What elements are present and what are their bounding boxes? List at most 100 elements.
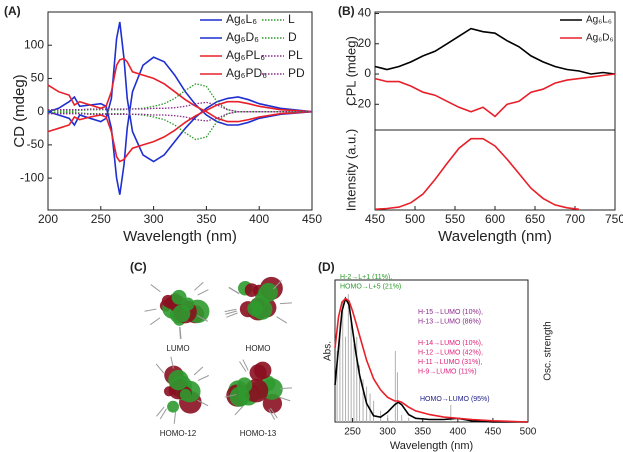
x-tick-label: 700 (565, 212, 585, 226)
ligand (150, 317, 161, 326)
ligand (279, 302, 292, 305)
x-axis-title: Wavelength (nm) (438, 228, 552, 245)
x-tick-label: 750 (605, 212, 623, 226)
series-line (48, 101, 312, 113)
orbital-lobe (250, 297, 266, 313)
x-tick-label: 600 (485, 212, 505, 226)
x-axis-title: Wavelength (nm) (123, 228, 237, 245)
series-line (374, 137, 580, 211)
x-tick-label: 250 (91, 212, 111, 226)
x-axis-title: Wavelength (nm) (390, 440, 473, 452)
orbital-lobe (167, 400, 180, 413)
ligand (225, 310, 237, 315)
orbital-lobe (249, 364, 267, 382)
x-tick-label: 300 (144, 212, 164, 226)
ligand (270, 407, 278, 419)
ligand (197, 375, 209, 382)
ligand (193, 366, 204, 376)
orbital-label: HOMO-13 (240, 429, 277, 438)
series-line (47, 100, 313, 163)
y-axis-title: Intensity (a.u.) (343, 129, 358, 211)
ligand (156, 406, 165, 417)
ligand (239, 361, 247, 372)
annotation: HOMO→LUMO (95%) (420, 396, 490, 403)
orbital-lobe (163, 386, 175, 397)
ligand (155, 363, 165, 374)
x-tick-label: 250 (344, 427, 361, 438)
series-line (47, 57, 313, 123)
legend-label: PL (288, 48, 303, 62)
x-tick-label: 450 (302, 212, 322, 226)
ligand (242, 359, 249, 371)
y-axis-title: CD (mdeg) (11, 74, 28, 147)
y-tick-label: 0 (364, 66, 371, 80)
ligand (278, 396, 291, 402)
ligand (179, 326, 182, 339)
y-tick-label: 0 (37, 104, 44, 118)
legend-label: Ag₆PD₆ (226, 66, 267, 80)
ligand (173, 411, 177, 424)
annotation: H-2→L+1 (11%), (340, 274, 392, 281)
ligand (279, 387, 292, 390)
y-tick-label: 100 (24, 37, 44, 51)
legend-label: Ag₆L₆ (586, 15, 612, 26)
annotation: H-14→LUMO (10%), (418, 340, 483, 347)
series-line (374, 73, 616, 118)
legend-label: Ag₆PL₆ (226, 48, 265, 62)
ligand (226, 312, 238, 318)
orbital-lobe (244, 283, 259, 297)
annotation: HOMO→L+5 (21%) (340, 283, 401, 290)
ligand (224, 308, 237, 313)
orbital-lobe (179, 388, 192, 401)
x-tick-label: 550 (445, 212, 465, 226)
plot-frame (47, 11, 313, 211)
series-line (47, 56, 313, 195)
series-line (334, 296, 528, 423)
y-tick-label: 20 (358, 36, 372, 50)
annotation: H-9→LUMO (11%) (418, 368, 477, 375)
ligand (268, 408, 276, 420)
x-tick-label: 400 (449, 427, 466, 438)
ligand (228, 286, 240, 294)
y-tick-label: -50 (27, 137, 45, 151)
x-tick-label: 650 (525, 212, 545, 226)
x-tick-label: 500 (520, 427, 537, 438)
y2-axis-title: Osc. strength (543, 321, 554, 380)
y-axis-title: Abs. (323, 341, 334, 361)
annotation: H-13→LUMO (86%) (418, 318, 481, 325)
y-tick-label: -100 (20, 170, 44, 184)
orbital-lobe (258, 282, 278, 302)
x-tick-label: 450 (365, 212, 385, 226)
orbital-images (144, 276, 292, 424)
panel-label: (B) (338, 4, 355, 18)
series-line (47, 21, 313, 163)
legend-label: Ag₆D₆ (226, 30, 259, 44)
ligand (194, 281, 204, 291)
series-line (374, 27, 616, 75)
ligand (197, 399, 209, 407)
orbital-label: LUMO (166, 344, 189, 353)
annotation: H-15→LUMO (10%), (418, 309, 483, 316)
x-tick-label: 350 (414, 427, 431, 438)
orbital-lobe (168, 369, 189, 391)
y-tick-label: -20 (354, 96, 372, 110)
y-tick-label: 40 (358, 6, 372, 20)
x-tick-label: 350 (196, 212, 216, 226)
legend-label: PD (288, 66, 305, 80)
series-line (48, 111, 312, 122)
x-tick-label: 300 (379, 427, 396, 438)
panel-label: (C) (130, 260, 147, 274)
panel-label: (A) (4, 4, 21, 18)
plot-frame (334, 279, 529, 423)
x-tick-label: 200 (38, 212, 58, 226)
legend-label: Ag₆L₆ (226, 12, 257, 26)
orbital-lobe (171, 289, 187, 305)
legend-label: Ag₆D₆ (586, 33, 614, 44)
x-tick-label: 450 (485, 427, 502, 438)
series-line (334, 297, 529, 423)
ligand (272, 280, 282, 290)
orbital-label: HOMO (246, 344, 271, 353)
annotation: H-11→LUMO (31%), (418, 359, 482, 366)
ligand (224, 394, 237, 398)
ligand (197, 289, 209, 296)
